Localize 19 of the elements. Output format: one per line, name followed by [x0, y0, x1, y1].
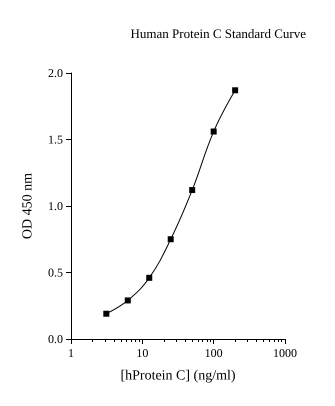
x-tick-label: 10	[136, 346, 148, 360]
point	[210, 128, 217, 135]
point	[168, 236, 174, 242]
x-tick-label: 100	[204, 346, 223, 360]
y-axis-title: OD 450 nm	[20, 172, 36, 240]
y-tick-label: 1.5	[48, 132, 63, 146]
point	[232, 87, 238, 94]
point	[146, 274, 152, 281]
y-tick-label: 0.5	[48, 266, 63, 280]
y-tick-label: 0.0	[48, 332, 63, 346]
point	[103, 310, 110, 317]
chart-title: Human Protein C Standard Curve	[130, 26, 306, 41]
y-tick-label: 2.0	[48, 66, 63, 80]
point	[124, 297, 131, 304]
x-tick-label: 1	[68, 346, 74, 360]
x-tick-label: 1000	[273, 346, 297, 360]
x-axis-title: [hProtein C] (ng/ml)	[120, 368, 236, 384]
point	[189, 187, 196, 194]
y-tick-label: 1.0	[48, 199, 63, 213]
